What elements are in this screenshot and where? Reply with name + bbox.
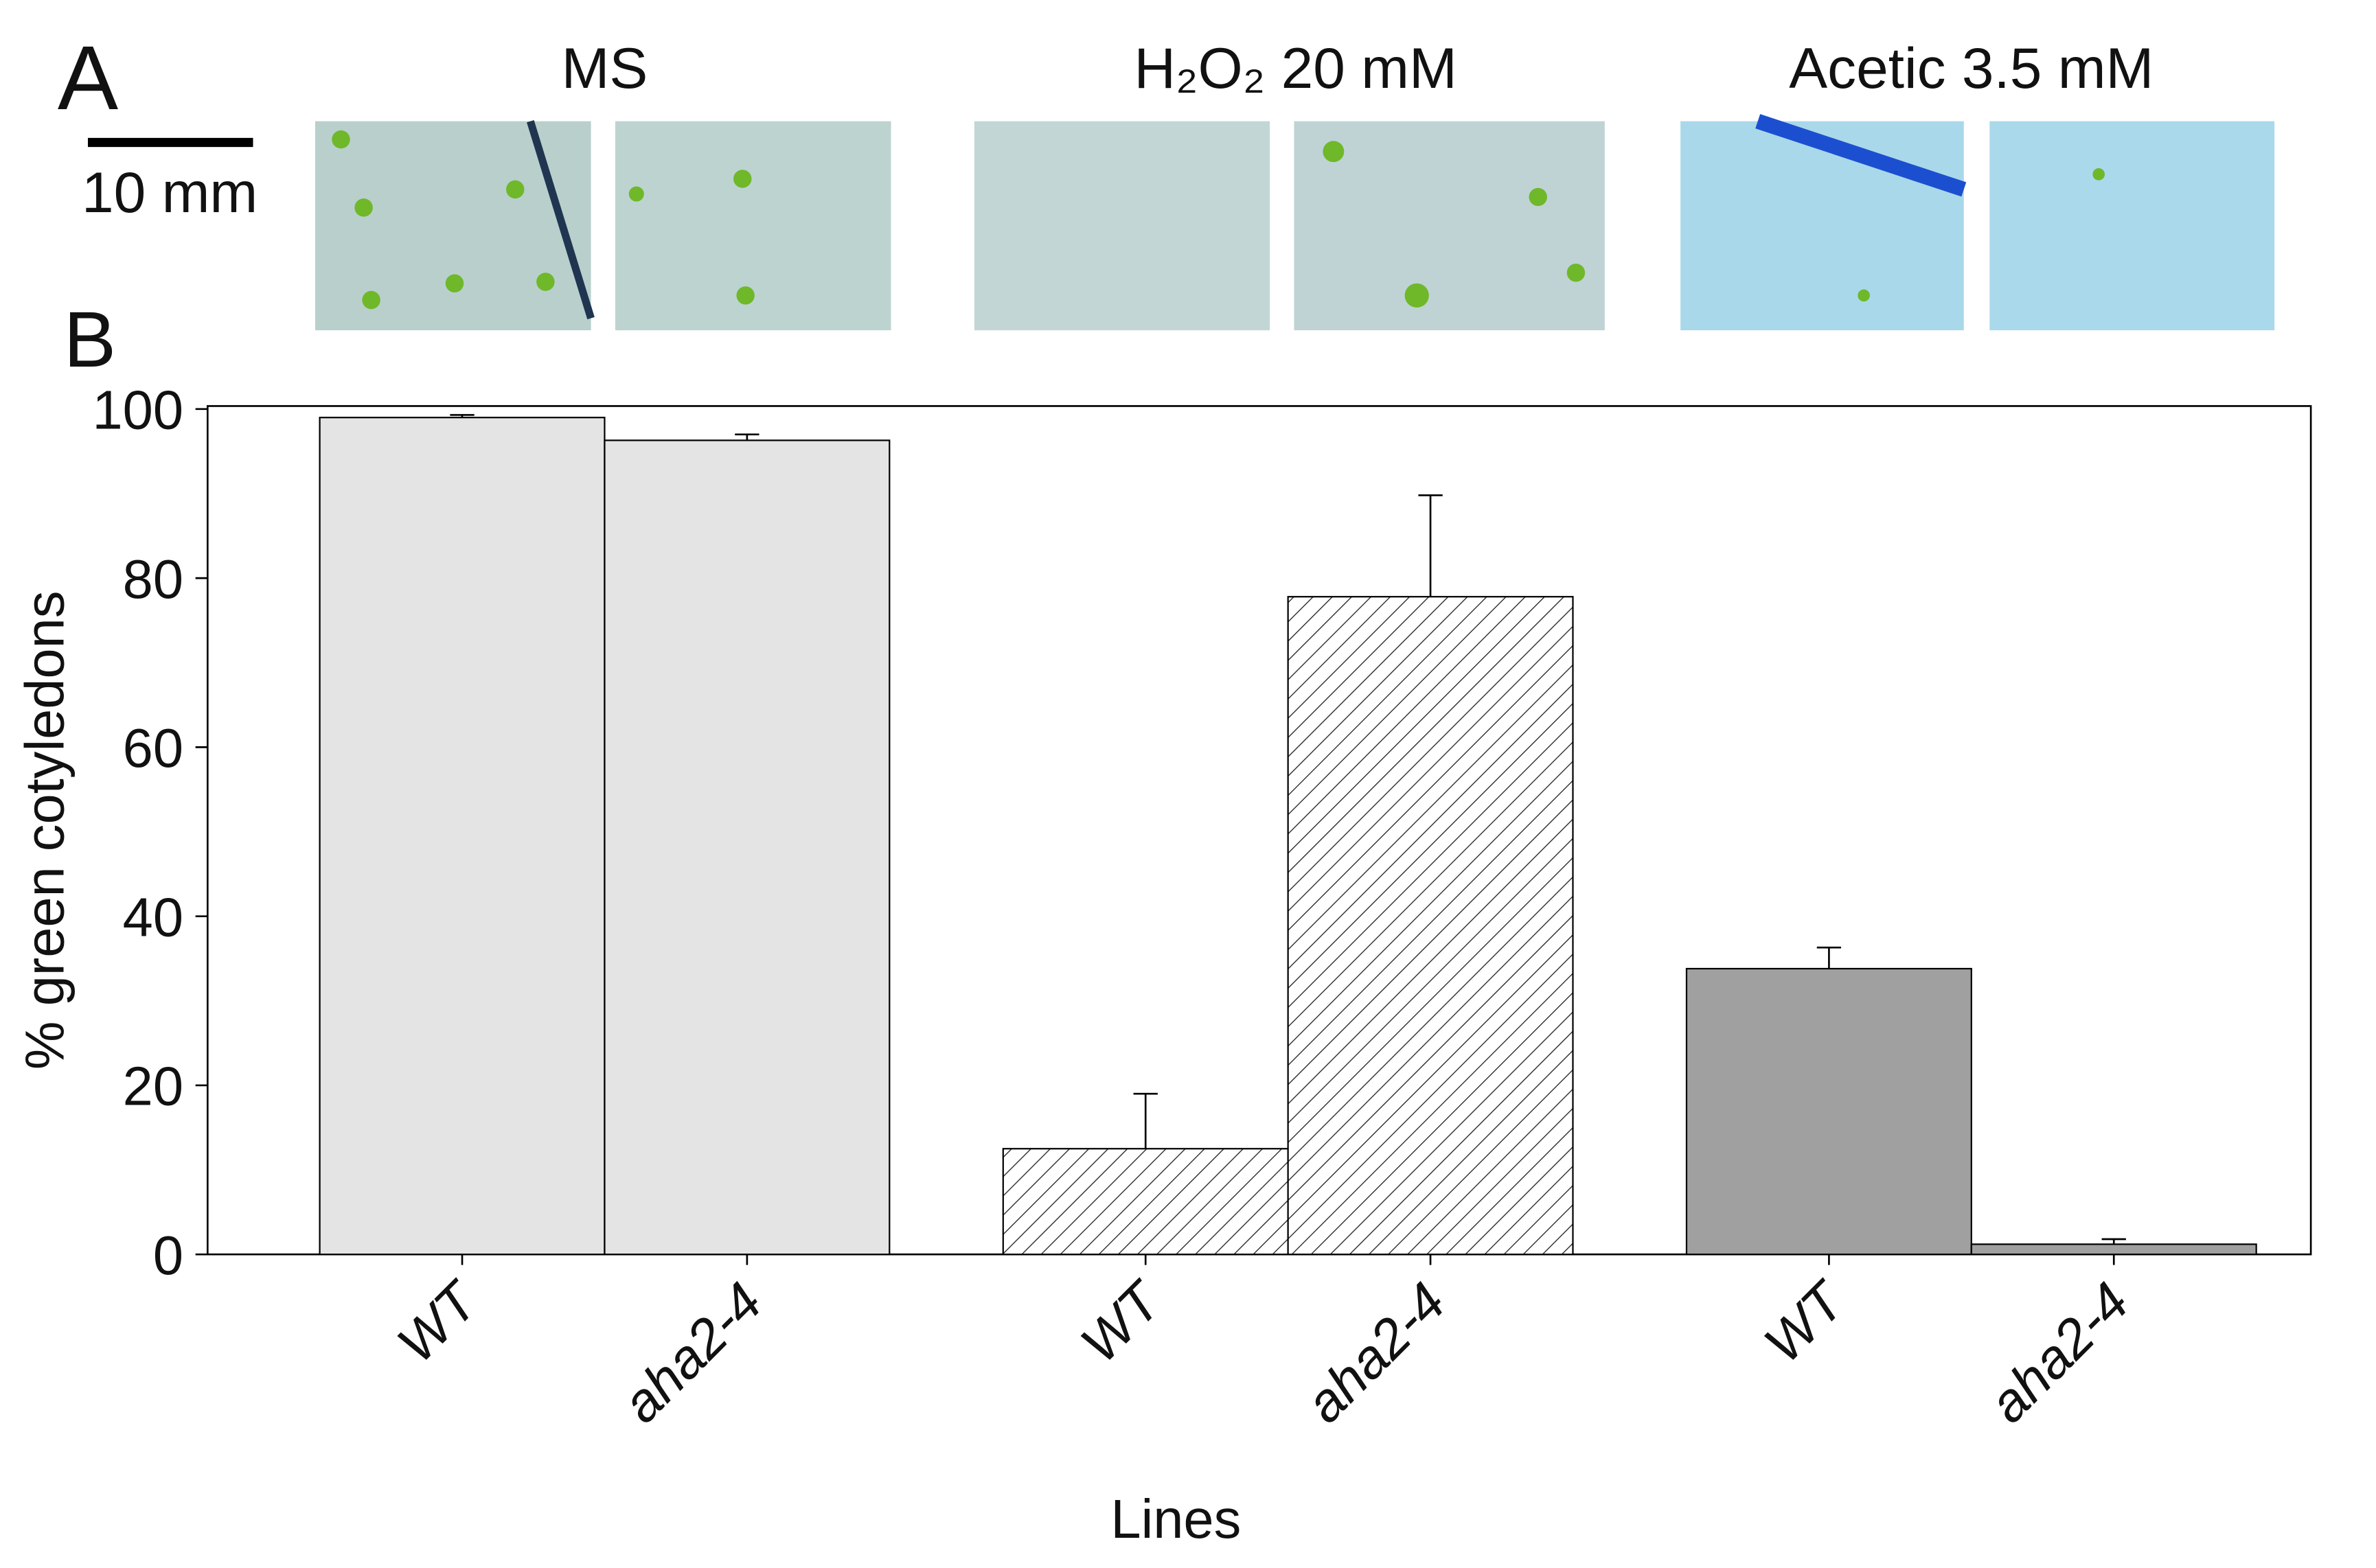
y-tick-label: 0 <box>153 1225 183 1286</box>
photo-detail <box>1755 114 1967 197</box>
x-tick-label: WT <box>1752 1268 1858 1374</box>
bar <box>1685 967 1972 1256</box>
y-tick-label: 40 <box>123 886 183 947</box>
photo <box>1680 121 1964 331</box>
error-bar <box>735 433 759 441</box>
photo <box>315 121 591 331</box>
photo <box>1989 121 2275 331</box>
x-axis-label: Lines <box>1110 1488 1241 1549</box>
y-tick-label: 60 <box>123 717 183 779</box>
bar <box>319 417 606 1256</box>
scale-bar-label: 10 mm <box>82 160 258 224</box>
x-tick-label: aha2-4 <box>1977 1271 2140 1434</box>
y-tick-label: 100 <box>92 380 183 441</box>
error-bar <box>450 414 475 418</box>
bar <box>1002 1148 1289 1256</box>
y-tick-label: 20 <box>123 1056 183 1117</box>
photo <box>1294 121 1605 331</box>
photo <box>974 121 1270 331</box>
x-tick-label: aha2-4 <box>1294 1271 1457 1434</box>
x-tick-label: WT <box>1069 1268 1174 1374</box>
group-title: H₂O₂ 20 mM <box>1134 36 1457 100</box>
bar <box>604 439 891 1256</box>
x-tick-label: WT <box>385 1268 491 1374</box>
panel-label: A <box>58 27 119 129</box>
photo-detail <box>527 119 595 320</box>
seedlings <box>332 130 2105 310</box>
error-bar <box>2101 1238 2126 1245</box>
bar <box>1970 1243 2257 1256</box>
photos <box>315 114 2275 331</box>
x-tick-label: aha2-4 <box>610 1271 774 1434</box>
group-title: Acetic 3.5 mM <box>1789 36 2154 100</box>
group-title: MS <box>562 36 648 100</box>
y-axis-label: % green cotyledons <box>14 591 76 1070</box>
error-bar <box>1133 1092 1158 1149</box>
error-bar <box>1816 946 1842 969</box>
error-bar <box>1418 494 1443 597</box>
y-tick-label: 80 <box>123 549 183 610</box>
bar <box>1287 596 1574 1256</box>
panel-label: B <box>64 296 117 384</box>
